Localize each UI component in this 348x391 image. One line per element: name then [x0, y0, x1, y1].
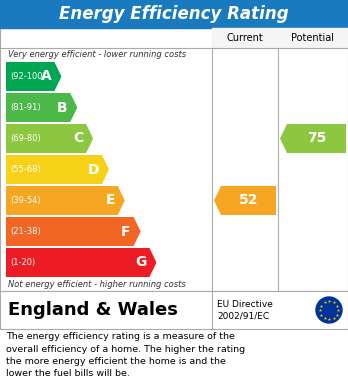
Polygon shape: [280, 124, 346, 153]
Text: (55-68): (55-68): [10, 165, 41, 174]
Bar: [212, 28, 278, 48]
Text: Very energy efficient - lower running costs: Very energy efficient - lower running co…: [8, 50, 186, 59]
Text: 52: 52: [239, 194, 258, 208]
Polygon shape: [6, 62, 62, 91]
Polygon shape: [6, 155, 109, 184]
Text: E: E: [105, 194, 115, 208]
Polygon shape: [6, 248, 157, 277]
Polygon shape: [214, 186, 276, 215]
Text: Not energy efficient - higher running costs: Not energy efficient - higher running co…: [8, 280, 186, 289]
Text: EU Directive
2002/91/EC: EU Directive 2002/91/EC: [217, 300, 273, 320]
Text: (39-54): (39-54): [10, 196, 41, 205]
Text: Energy Efficiency Rating: Energy Efficiency Rating: [59, 5, 289, 23]
Text: The energy efficiency rating is a measure of the
overall efficiency of a home. T: The energy efficiency rating is a measur…: [6, 332, 245, 378]
Polygon shape: [6, 217, 141, 246]
Circle shape: [316, 297, 342, 323]
Polygon shape: [6, 124, 93, 153]
Text: A: A: [41, 70, 52, 84]
Bar: [0, 291, 348, 329]
Text: (81-91): (81-91): [10, 103, 41, 112]
Bar: [0, 28, 348, 291]
Text: C: C: [73, 131, 83, 145]
Text: (69-80): (69-80): [10, 134, 41, 143]
Text: 75: 75: [307, 131, 326, 145]
Text: Current: Current: [227, 33, 263, 43]
Text: D: D: [87, 163, 99, 176]
Polygon shape: [6, 93, 77, 122]
Text: (21-38): (21-38): [10, 227, 41, 236]
Text: B: B: [57, 100, 67, 115]
Text: F: F: [121, 224, 130, 239]
Bar: [278, 28, 348, 48]
Text: Potential: Potential: [292, 33, 334, 43]
Text: (92-100): (92-100): [10, 72, 46, 81]
Bar: [0, 0, 348, 28]
Polygon shape: [6, 186, 125, 215]
Text: England & Wales: England & Wales: [8, 301, 178, 319]
Text: (1-20): (1-20): [10, 258, 35, 267]
Text: G: G: [135, 255, 147, 269]
